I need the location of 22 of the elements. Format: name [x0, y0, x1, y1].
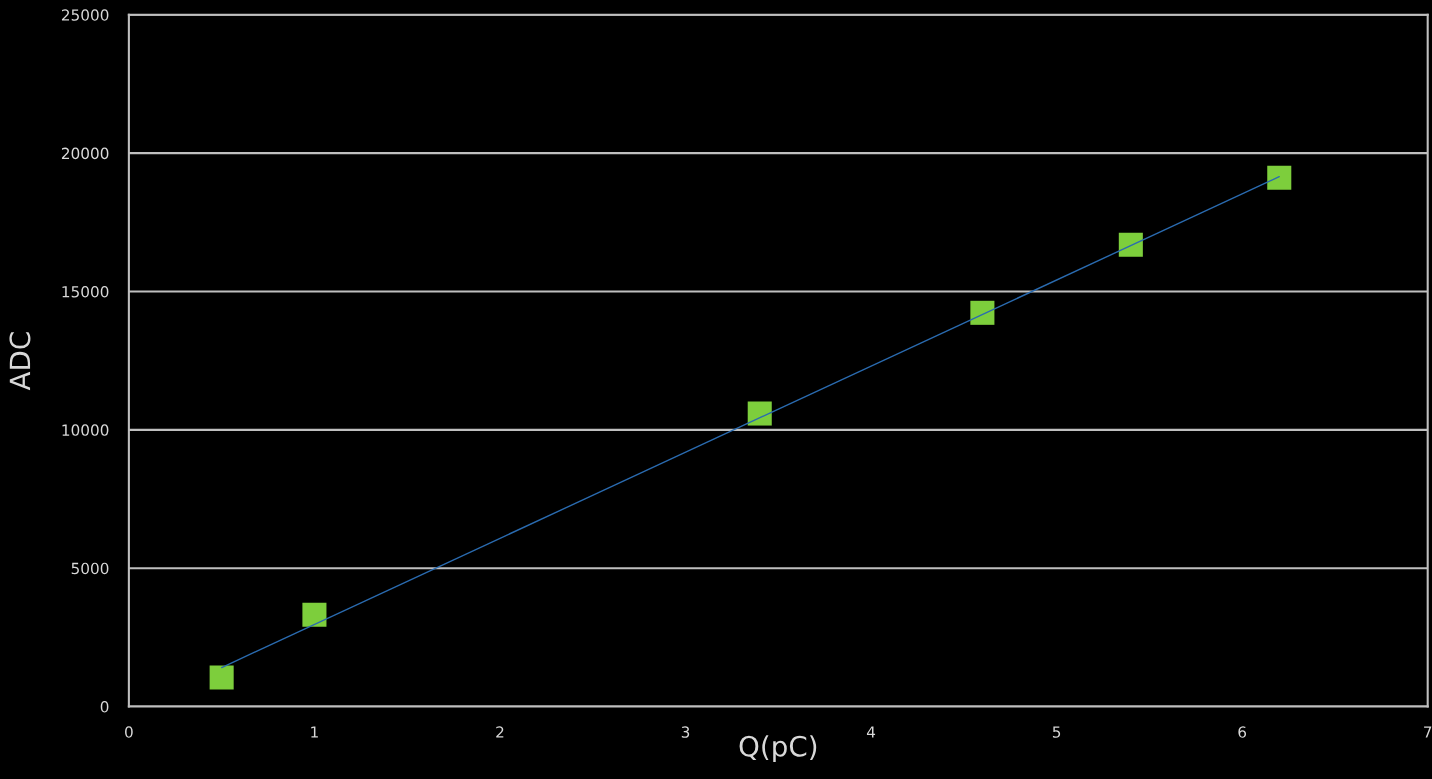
x-tick-label: 5: [1052, 726, 1061, 738]
point: [302, 602, 327, 627]
y-tick-label: 5000: [71, 562, 109, 575]
y-tick-label: 0: [100, 701, 109, 713]
x-tick-label: 0: [125, 726, 133, 738]
x-tick-label: 1: [311, 726, 318, 738]
y-tick-label: 10000: [62, 424, 109, 436]
y-tick-label: 15000: [62, 285, 109, 298]
y-tick-label: 20000: [61, 147, 109, 160]
point: [209, 665, 234, 690]
y-tick-label: 25000: [61, 9, 109, 21]
point: [970, 300, 995, 325]
x-tick-label: 2: [496, 726, 504, 738]
x-tick-label: 3: [681, 726, 690, 738]
x-tick-label: 4: [866, 726, 876, 738]
point: [747, 401, 772, 426]
y-axis-title: ADC: [9, 332, 31, 391]
x-tick-label: 7: [1424, 726, 1432, 738]
point: [1118, 232, 1143, 257]
x-axis-title: Q(pC): [739, 735, 817, 763]
x-tick-label: 6: [1238, 726, 1247, 738]
point: [1267, 165, 1292, 190]
